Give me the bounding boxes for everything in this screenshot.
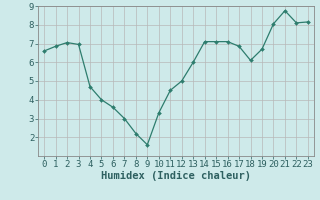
- X-axis label: Humidex (Indice chaleur): Humidex (Indice chaleur): [101, 171, 251, 181]
